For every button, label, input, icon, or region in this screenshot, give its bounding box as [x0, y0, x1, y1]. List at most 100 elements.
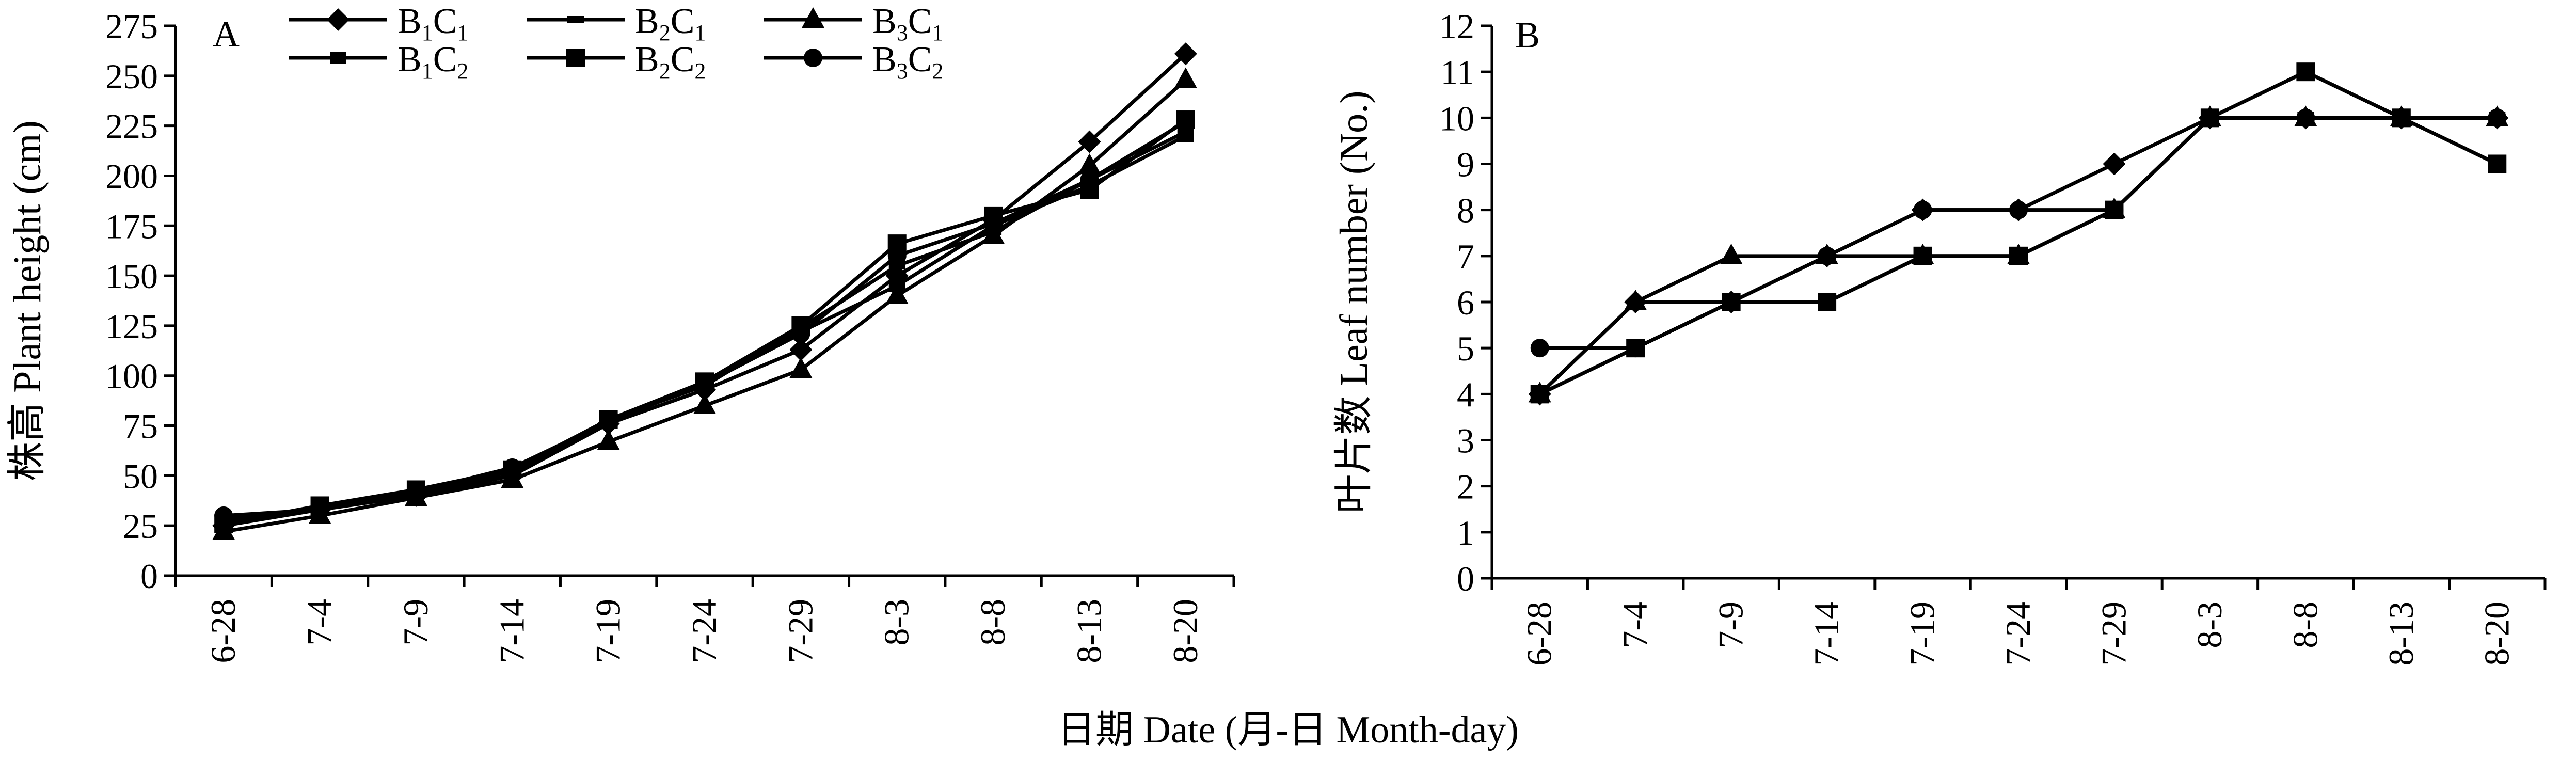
x-tick-label-a: 7-4 — [300, 599, 339, 646]
legend-item-b3c1: B3C1 — [764, 2, 943, 45]
legend-marker — [567, 16, 584, 23]
data-point-b3c2 — [1722, 293, 1741, 311]
series-b1c1-a — [212, 42, 1197, 537]
x-tick-label-b: 8-3 — [2190, 601, 2229, 648]
legend-marker — [804, 49, 822, 67]
y-tick-label-b: 4 — [1457, 375, 1474, 414]
legend-label: B3C2 — [872, 40, 943, 84]
series-line-b1c1 — [223, 52, 1187, 528]
panel-label-b: B — [1515, 14, 1540, 56]
y-tick-label-b: 11 — [1441, 53, 1474, 92]
series-line-b3c1 — [223, 78, 1187, 534]
x-tick-label-b: 7-9 — [1711, 601, 1751, 648]
x-tick-label-b: 7-14 — [1807, 601, 1846, 666]
x-tick-label-b: 7-19 — [1903, 601, 1942, 666]
y-tick-label-a: 75 — [123, 407, 158, 446]
x-tick-label-b: 6-28 — [1520, 601, 1559, 666]
x-tick-label-a: 8-13 — [1069, 599, 1108, 663]
y-tick-label-a: 50 — [123, 456, 158, 496]
data-point-b3c2 — [1176, 112, 1195, 131]
legend-marker — [327, 8, 349, 31]
y-tick-label-b: 0 — [1457, 559, 1474, 598]
series-b2c2-b — [1530, 62, 2507, 404]
legend-marker — [802, 7, 824, 28]
y-tick-label-a: 225 — [105, 107, 158, 146]
y-tick-label-a: 250 — [105, 57, 158, 96]
y-tick-label-a: 100 — [105, 357, 158, 396]
data-point-b2c2 — [2296, 62, 2315, 82]
data-point-b1c1 — [1078, 130, 1101, 153]
data-point-b3c2 — [1818, 246, 1837, 265]
data-point-b2c2 — [2009, 246, 2028, 265]
data-point-b1c1 — [2103, 152, 2126, 176]
data-point-b2c2 — [1530, 385, 1549, 404]
data-point-b3c1 — [982, 223, 1005, 244]
data-point-b3c2 — [2009, 200, 2028, 219]
series-line-b3c2 — [1539, 116, 2498, 350]
data-point-b3c2 — [503, 458, 522, 477]
y-tick-label-b: 8 — [1457, 191, 1474, 230]
x-tick-label-a: 6-28 — [203, 599, 243, 663]
x-tick-label-b: 7-29 — [2094, 601, 2133, 666]
data-point-b3c2 — [2296, 108, 2315, 128]
legend-item-b1c1: B1C1 — [289, 2, 468, 45]
series-line-b1c2 — [223, 134, 1187, 524]
data-point-b3c1 — [789, 357, 813, 378]
data-point-b3c2 — [406, 482, 425, 501]
data-point-b3c2 — [695, 374, 714, 393]
data-point-b3c1 — [1624, 290, 1647, 310]
data-point-b3c2 — [1913, 200, 1932, 219]
x-tick-label-b: 7-24 — [1998, 601, 2038, 666]
data-point-b3c2 — [2392, 108, 2411, 128]
y-tick-label-b: 1 — [1457, 513, 1474, 552]
y-tick-label-b: 10 — [1439, 99, 1474, 138]
x-axis-title: 日期 Date (月-日 Month-day) — [1057, 709, 1519, 751]
data-point-b3c2 — [2200, 108, 2219, 128]
series-b1c2-a — [215, 130, 1194, 528]
y-tick-label-b: 7 — [1457, 237, 1474, 276]
y-tick-label-b: 3 — [1457, 421, 1474, 461]
legend-item-b1c2: B1C2 — [289, 40, 468, 84]
data-point-b3c2 — [1080, 170, 1099, 189]
data-point-b3c1 — [693, 393, 716, 414]
data-point-b3c2 — [1530, 339, 1549, 358]
data-point-b3c2 — [1626, 339, 1645, 358]
y-tick-label-a: 25 — [123, 506, 158, 546]
y-tick-label-a: 175 — [105, 207, 158, 246]
series-b3c2-b — [1530, 108, 2507, 358]
data-point-b2c2 — [2488, 154, 2507, 173]
data-point-b1c2 — [1177, 130, 1194, 142]
x-tick-label-b: 7-4 — [1615, 601, 1655, 648]
data-point-b3c2 — [887, 246, 907, 265]
y-tick-label-a: 125 — [105, 307, 158, 346]
x-tick-label-b: 8-13 — [2381, 601, 2421, 666]
data-point-b1c1 — [789, 338, 813, 361]
legend-label: B2C1 — [635, 2, 706, 45]
legend-item-b3c2: B3C2 — [764, 40, 943, 84]
y-tick-label-b: 5 — [1457, 329, 1474, 368]
y-tick-label-a: 200 — [105, 156, 158, 196]
x-tick-label-b: 8-20 — [2477, 601, 2516, 666]
data-point-b1c2 — [888, 279, 905, 292]
data-point-b3c2 — [2488, 108, 2507, 128]
data-point-b3c2 — [214, 506, 233, 525]
x-tick-label-a: 7-14 — [492, 599, 531, 663]
data-point-b3c1 — [597, 429, 620, 450]
series-b3c2-a — [214, 112, 1195, 525]
y-tick-label-b: 2 — [1457, 467, 1474, 506]
data-point-b3c2 — [599, 412, 618, 431]
x-tick-label-a: 8-3 — [877, 599, 916, 646]
y-tick-label-a: 275 — [105, 7, 158, 46]
y-tick-label-b: 12 — [1439, 7, 1474, 46]
legend-marker — [330, 52, 346, 64]
legend-item-b2c1: B2C1 — [527, 2, 706, 45]
y-tick-label-b: 6 — [1457, 283, 1474, 322]
data-point-b3c2 — [2105, 200, 2124, 219]
data-point-b3c2 — [310, 500, 329, 519]
x-tick-label-a: 7-9 — [396, 599, 435, 646]
legend-marker — [566, 49, 585, 67]
y-axis-title-b: 叶片数 Leaf number (No.) — [1332, 91, 1376, 514]
series-line-b2c1 — [1539, 70, 2498, 396]
x-tick-label-a: 8-8 — [973, 599, 1012, 646]
